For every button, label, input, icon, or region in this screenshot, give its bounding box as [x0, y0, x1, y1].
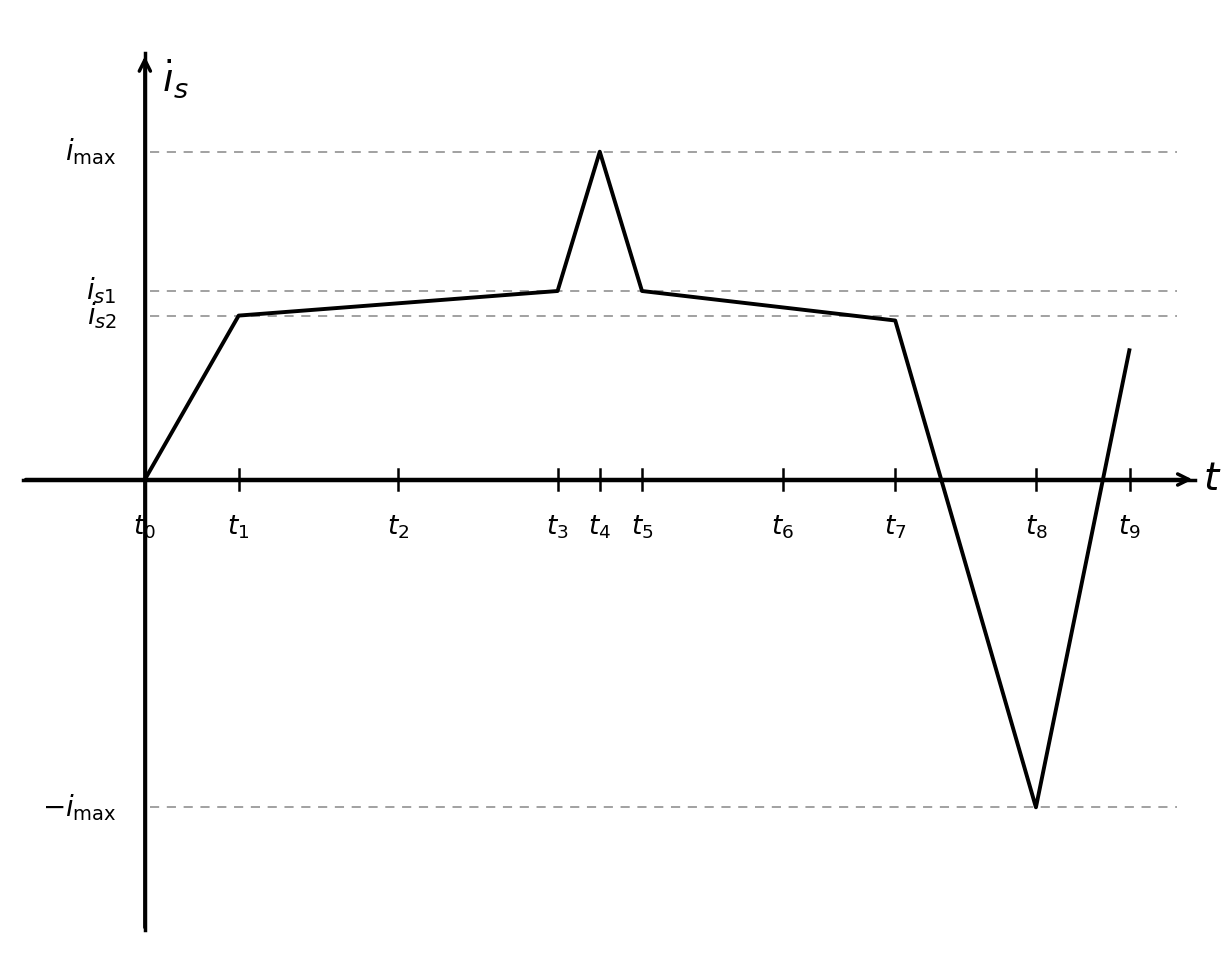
Text: $t_5$: $t_5$	[631, 514, 653, 542]
Text: $-i_{\rm max}$: $-i_{\rm max}$	[42, 792, 117, 823]
Text: $i_{s1}$: $i_{s1}$	[86, 275, 117, 307]
Text: $t_9$: $t_9$	[1118, 514, 1141, 542]
Text: $t_3$: $t_3$	[546, 514, 568, 542]
Text: $t_8$: $t_8$	[1025, 514, 1048, 542]
Text: $t_7$: $t_7$	[884, 514, 907, 542]
Text: $t_2$: $t_2$	[387, 514, 410, 542]
Text: $t_6$: $t_6$	[771, 514, 795, 542]
Text: $t_4$: $t_4$	[588, 514, 611, 542]
Text: $i_{s2}$: $i_{s2}$	[86, 300, 117, 331]
Text: $i_{\rm max}$: $i_{\rm max}$	[65, 136, 117, 167]
Text: $t_0$: $t_0$	[133, 514, 156, 542]
Text: $t_1$: $t_1$	[228, 514, 250, 542]
Text: $\dot{\imath}_s$: $\dot{\imath}_s$	[162, 58, 188, 100]
Text: $t$: $t$	[1203, 461, 1221, 498]
